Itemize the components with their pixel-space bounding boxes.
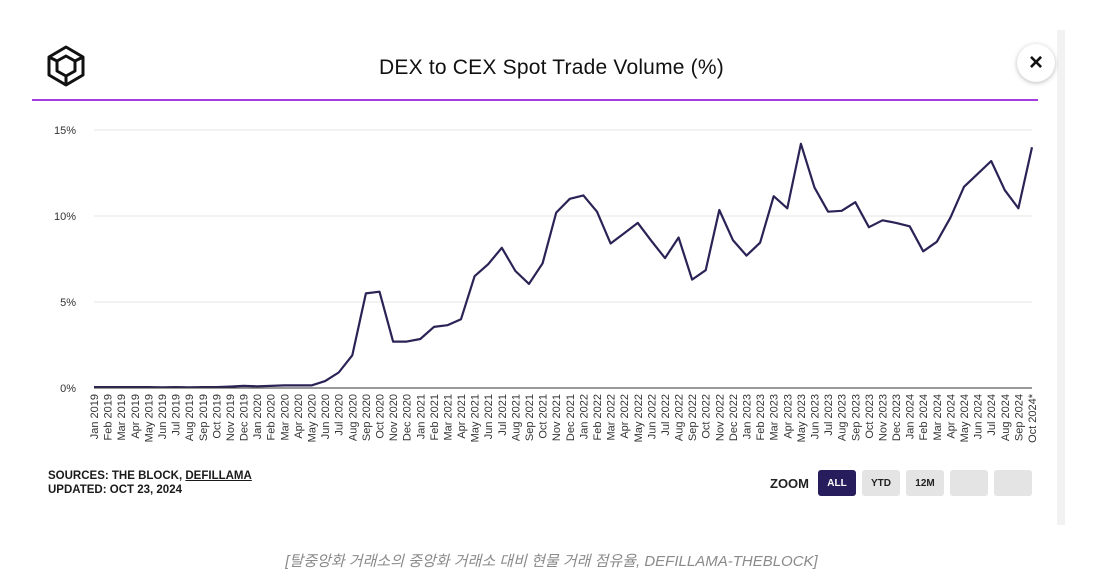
sources-note: SOURCES: THE BLOCK, DEFILLAMA UPDATED: O…: [48, 469, 252, 497]
zoom-all-button[interactable]: ALL: [818, 470, 856, 496]
zoom-label: ZOOM: [770, 475, 809, 491]
x-tick-label: Dec 2021: [565, 394, 577, 441]
x-tick-label: Feb 2020: [266, 394, 278, 440]
x-tick-label: May 2022: [633, 394, 645, 442]
x-tick-label: May 2023: [796, 394, 808, 442]
x-tick-label: Dec 2019: [239, 394, 251, 441]
x-tick-label: May 2024: [959, 394, 971, 442]
x-tick-label: Dec 2020: [402, 394, 414, 441]
title-divider: [32, 99, 1038, 101]
y-tick-label: 15%: [54, 125, 76, 137]
the-block-logo-icon: [47, 45, 85, 87]
close-icon: ×: [1028, 49, 1043, 76]
x-tick-label: Jan 2019: [89, 394, 101, 439]
x-tick-label: Mar 2024: [932, 394, 944, 440]
x-tick-label: Aug 2020: [347, 394, 359, 441]
x-tick-label: Feb 2022: [592, 394, 604, 440]
x-tick-label: Sep 2021: [524, 394, 536, 441]
y-tick-label: 10%: [54, 211, 76, 223]
x-tick-label: Jun 2022: [646, 394, 658, 439]
x-tick-label: Feb 2021: [429, 394, 441, 440]
x-tick-label: Nov 2023: [877, 394, 889, 441]
x-tick-label: Feb 2019: [103, 394, 115, 440]
x-tick-label: Nov 2020: [388, 394, 400, 441]
x-tick-label: Jul 2019: [171, 394, 183, 436]
zoom-blank-button[interactable]: [994, 470, 1032, 496]
x-tick-label: Aug 2022: [674, 394, 686, 441]
zoom-ytd-button[interactable]: YTD: [862, 470, 900, 496]
x-tick-label: Aug 2021: [510, 394, 522, 441]
x-tick-label: Jul 2022: [660, 394, 672, 436]
x-tick-label: Jun 2023: [809, 394, 821, 439]
x-tick-label: Jun 2024: [973, 394, 985, 439]
x-tick-label: Jul 2024: [986, 394, 998, 436]
defillama-link[interactable]: DEFILLAMA: [185, 470, 252, 482]
y-axis-ticks: 0% 5% 10% 15%: [54, 125, 76, 395]
x-tick-label: Mar 2019: [116, 394, 128, 440]
x-tick-label: Jun 2021: [483, 394, 495, 439]
x-tick-label: Aug 2019: [184, 394, 196, 441]
x-tick-label: Feb 2023: [755, 394, 767, 440]
x-tick-label: Jul 2023: [823, 394, 835, 436]
y-tick-label: 5%: [60, 297, 76, 309]
y-tick-label: 0%: [60, 383, 76, 395]
x-tick-label: Nov 2021: [551, 394, 563, 441]
x-tick-label: Sep 2022: [687, 394, 699, 441]
x-tick-label: Jan 2023: [742, 394, 754, 439]
sources-label: SOURCES: THE BLOCK,: [48, 470, 186, 482]
x-tick-label: Nov 2022: [714, 394, 726, 441]
x-tick-label: May 2019: [143, 394, 155, 442]
x-tick-label: Mar 2023: [769, 394, 781, 440]
x-tick-label: Dec 2023: [891, 394, 903, 441]
x-tick-label: May 2021: [470, 394, 482, 442]
x-tick-label: Aug 2024: [1000, 394, 1012, 441]
x-tick-label: Sep 2024: [1013, 394, 1025, 441]
zoom-12m-button[interactable]: 12M: [906, 470, 944, 496]
x-tick-label: Mar 2022: [606, 394, 618, 440]
x-tick-label: Sep 2020: [361, 394, 373, 441]
x-tick-label: Apr 2022: [619, 394, 631, 439]
x-tick-label: Jun 2019: [157, 394, 169, 439]
x-tick-label: Apr 2021: [456, 394, 468, 439]
x-tick-label: Jan 2020: [252, 394, 264, 439]
series-line: [94, 142, 1034, 389]
image-caption: [탈중앙화 거래소의 중앙화 거래소 대비 현물 거래 점유율, DEFILLA…: [285, 553, 818, 570]
x-tick-label: Apr 2020: [293, 394, 305, 439]
x-tick-label: Aug 2023: [837, 394, 849, 441]
x-tick-label: Oct 2022: [701, 394, 713, 439]
x-tick-label: Jan 2022: [578, 394, 590, 439]
zoom-blank-button[interactable]: [950, 470, 988, 496]
x-tick-label: Jan 2021: [415, 394, 427, 439]
x-tick-label: Oct 2020: [374, 394, 386, 439]
gridlines: [94, 129, 1032, 303]
x-tick-label: Apr 2024: [945, 394, 957, 439]
x-tick-label: Oct 2019: [211, 394, 223, 439]
x-axis-ticks: Jan 2019 Feb 2019 Mar 2019 Apr 2019 May 2019…: [89, 393, 1039, 443]
close-button[interactable]: ×: [1017, 44, 1055, 82]
x-tick-label: Sep 2019: [198, 394, 210, 441]
updated-date: UPDATED: OCT 23, 2024: [48, 484, 182, 496]
line-chart: 0%5%10%15% Jan 2019 Feb 2019 Mar 2019 Apr 2…: [54, 125, 1039, 443]
x-tick-label: Mar 2020: [279, 394, 291, 440]
zoom-controls: ZOOM ALL YTD 12M: [770, 470, 1038, 496]
x-tick-label: Jan 2024: [905, 394, 917, 439]
x-tick-label: Jul 2021: [497, 394, 509, 436]
x-tick-label: May 2020: [307, 394, 319, 442]
x-tick-label: Jul 2020: [334, 394, 346, 436]
x-tick-label: Oct 2024*: [1027, 393, 1039, 443]
x-tick-label: Dec 2022: [728, 394, 740, 441]
x-tick-label: Sep 2023: [850, 394, 862, 441]
x-tick-label: Oct 2021: [538, 394, 550, 439]
chart-card: [0, 0, 1064, 524]
x-tick-label: Jun 2020: [320, 394, 332, 439]
chart-title: DEX to CEX Spot Trade Volume (%): [379, 56, 724, 79]
x-tick-label: Nov 2019: [225, 394, 237, 441]
x-tick-label: Apr 2023: [782, 394, 794, 439]
scrollbar-track[interactable]: [1057, 30, 1065, 525]
x-tick-label: Apr 2019: [130, 394, 142, 439]
x-tick-label: Mar 2021: [442, 394, 454, 440]
x-tick-label: Feb 2024: [918, 394, 930, 440]
x-tick-label: Oct 2023: [864, 394, 876, 439]
